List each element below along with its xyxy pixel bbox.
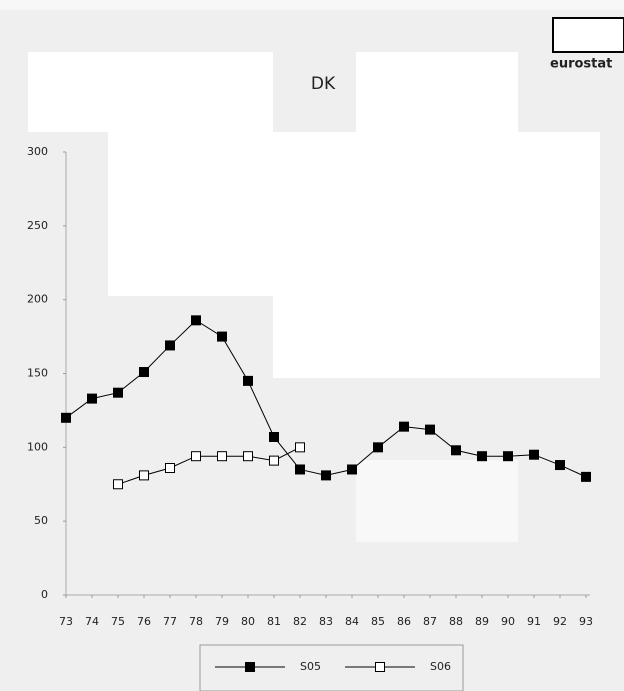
logo-box <box>552 17 624 53</box>
legend-box <box>199 644 464 691</box>
data-point <box>425 424 435 435</box>
x-tick-label: 84 <box>345 615 359 628</box>
panel <box>356 460 518 542</box>
x-tick-label: 73 <box>59 615 73 628</box>
x-tick-label: 79 <box>215 615 229 628</box>
chart-title: DK <box>311 74 336 94</box>
x-tick-label: 76 <box>137 615 151 628</box>
data-point <box>113 479 123 490</box>
data-point <box>295 442 305 453</box>
x-tick-label: 92 <box>553 615 567 628</box>
x-tick-label: 87 <box>423 615 437 628</box>
data-point <box>217 451 227 462</box>
y-tick-label: 100 <box>27 440 48 453</box>
x-tick-label: 90 <box>501 615 515 628</box>
x-tick-label: 86 <box>397 615 411 628</box>
data-point <box>581 471 591 482</box>
data-point <box>165 463 175 474</box>
legend-label: S06 <box>430 660 451 673</box>
legend-label: S05 <box>300 660 321 673</box>
panel <box>273 296 600 378</box>
panel <box>108 132 600 296</box>
data-point <box>139 470 149 481</box>
data-point <box>217 331 227 342</box>
data-point <box>399 421 409 432</box>
data-point <box>61 412 71 423</box>
y-tick-label: 200 <box>27 293 48 306</box>
data-point <box>477 451 487 462</box>
data-point <box>503 451 513 462</box>
data-point <box>269 455 279 466</box>
x-tick-label: 81 <box>267 615 281 628</box>
x-tick-label: 93 <box>579 615 593 628</box>
y-tick-label: 150 <box>27 367 48 380</box>
x-tick-label: 80 <box>241 615 255 628</box>
data-point <box>191 451 201 462</box>
x-tick-label: 82 <box>293 615 307 628</box>
data-point <box>529 449 539 460</box>
data-point <box>347 464 357 475</box>
data-point <box>87 393 97 404</box>
data-point <box>373 442 383 453</box>
x-tick-label: 83 <box>319 615 333 628</box>
legend-marker <box>245 662 255 672</box>
x-tick-label: 85 <box>371 615 385 628</box>
data-point <box>555 460 565 471</box>
data-point <box>269 431 279 442</box>
x-tick-label: 74 <box>85 615 99 628</box>
data-point <box>451 445 461 456</box>
x-tick-label: 75 <box>111 615 125 628</box>
x-tick-label: 88 <box>449 615 463 628</box>
data-point <box>243 375 253 386</box>
y-tick-label: 250 <box>27 219 48 232</box>
data-point <box>113 387 123 398</box>
data-point <box>139 367 149 378</box>
data-point <box>191 315 201 326</box>
y-tick-label: 300 <box>27 145 48 158</box>
x-tick-label: 78 <box>189 615 203 628</box>
x-tick-label: 91 <box>527 615 541 628</box>
panel <box>28 52 273 132</box>
top-strip <box>0 0 624 10</box>
y-tick-label: 0 <box>41 588 48 601</box>
y-tick-label: 50 <box>34 514 48 527</box>
legend-marker <box>375 662 385 672</box>
data-point <box>243 451 253 462</box>
x-tick-label: 77 <box>163 615 177 628</box>
data-point <box>321 470 331 481</box>
panel <box>356 52 518 132</box>
data-point <box>295 464 305 475</box>
logo: eurostat <box>550 57 612 72</box>
x-tick-label: 89 <box>475 615 489 628</box>
data-point <box>165 340 175 351</box>
